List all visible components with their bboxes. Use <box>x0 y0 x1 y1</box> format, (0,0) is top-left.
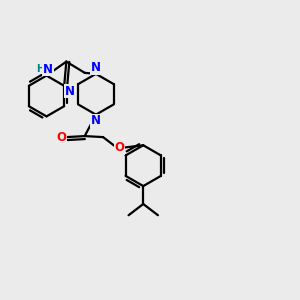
Text: N: N <box>43 62 53 76</box>
Text: O: O <box>115 141 125 154</box>
Text: H: H <box>36 64 44 74</box>
Text: O: O <box>56 130 66 144</box>
Text: N: N <box>91 61 101 74</box>
Text: N: N <box>91 114 101 127</box>
Text: N: N <box>64 85 75 98</box>
